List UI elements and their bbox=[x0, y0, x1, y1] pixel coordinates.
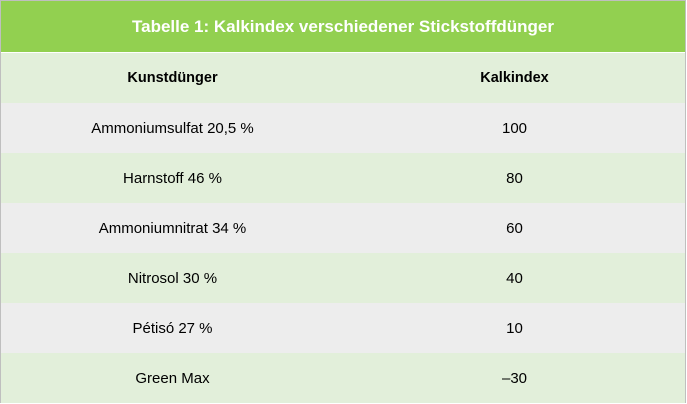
table-title: Tabelle 1: Kalkindex verschiedener Stick… bbox=[1, 1, 685, 53]
table-row: Ammoniumnitrat 34 % 60 bbox=[1, 203, 685, 253]
kalkindex-value-cell: 10 bbox=[506, 319, 523, 337]
fertilizer-name-cell: Ammoniumnitrat 34 % bbox=[98, 219, 247, 237]
kalkindex-value-cell: 60 bbox=[506, 219, 523, 237]
table-row: Ammoniumsulfat 20,5 % 100 bbox=[1, 103, 685, 153]
fertilizer-name-cell: Green Max bbox=[135, 369, 210, 387]
table-row: Pétisó 27 % 10 bbox=[1, 303, 685, 353]
fertilizer-name-cell: Pétisó 27 % bbox=[132, 319, 213, 337]
column-header-kalkindex: Kalkindex bbox=[480, 70, 549, 86]
kalkindex-value-cell: –30 bbox=[501, 369, 528, 387]
kalkindex-value-cell: 100 bbox=[501, 119, 528, 137]
table-row: Harnstoff 46 % 80 bbox=[1, 153, 685, 203]
fertilizer-name-cell: Nitrosol 30 % bbox=[127, 269, 218, 287]
column-header-kunstduenger: Kunstdünger bbox=[127, 70, 218, 86]
table-row: Green Max –30 bbox=[1, 353, 685, 403]
table-row: Nitrosol 30 % 40 bbox=[1, 253, 685, 303]
kalkindex-value-cell: 80 bbox=[506, 169, 523, 187]
table-header-row: Kunstdünger Kalkindex bbox=[1, 53, 685, 103]
kalkindex-value-cell: 40 bbox=[506, 269, 523, 287]
fertilizer-name-cell: Ammoniumsulfat 20,5 % bbox=[91, 119, 254, 137]
fertilizer-name-cell: Harnstoff 46 % bbox=[123, 169, 222, 187]
